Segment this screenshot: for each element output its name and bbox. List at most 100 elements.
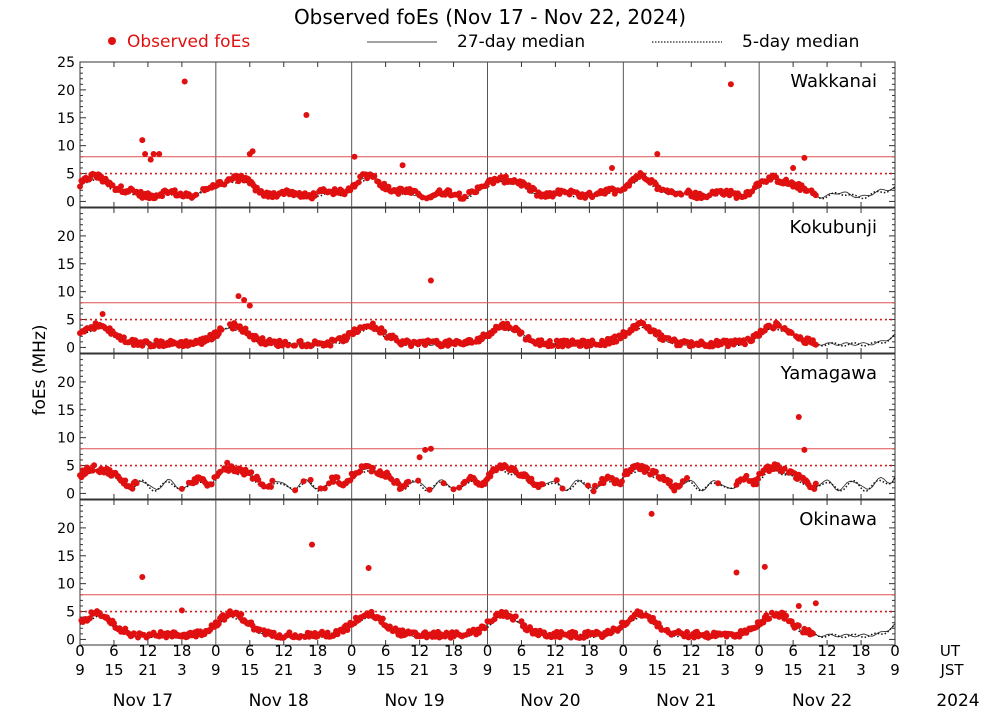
observed-point bbox=[585, 482, 591, 489]
observed-points bbox=[77, 414, 819, 495]
observed-point-outlier bbox=[761, 563, 768, 570]
observed-point bbox=[405, 478, 412, 485]
observed-point bbox=[355, 179, 362, 186]
jst-tick-label: 15 bbox=[784, 661, 803, 679]
observed-point-outlier bbox=[727, 81, 734, 88]
observed-point-outlier bbox=[147, 156, 154, 163]
jst-tick-label: 9 bbox=[347, 661, 357, 679]
observed-point bbox=[812, 192, 819, 199]
observed-point-outlier bbox=[241, 297, 248, 303]
y-tick-label: 5 bbox=[66, 459, 75, 475]
y-tick-label: 10 bbox=[57, 139, 75, 155]
panel-kokubunji: 0 5 10 15 20 Kokubunji bbox=[57, 207, 896, 356]
legend-observed-label: Observed foEs bbox=[127, 32, 250, 52]
y-tick-label: 20 bbox=[57, 521, 75, 537]
observed-point bbox=[193, 479, 199, 486]
ut-tick-label: 18 bbox=[308, 642, 327, 660]
observed-point bbox=[559, 485, 566, 492]
y-tick-label: 0 bbox=[66, 486, 75, 502]
jst-tick-label: 21 bbox=[546, 661, 565, 679]
observed-point bbox=[415, 477, 422, 484]
observed-point bbox=[109, 182, 116, 189]
y-axis-label: foEs (MHz) bbox=[30, 324, 50, 415]
observed-point bbox=[776, 322, 782, 329]
observed-point-outlier bbox=[399, 162, 406, 169]
observed-point bbox=[684, 475, 690, 481]
jst-axis-label: JST bbox=[939, 661, 964, 679]
observed-point bbox=[590, 488, 597, 495]
day-label: Nov 22 bbox=[792, 691, 852, 711]
observed-point bbox=[255, 476, 262, 483]
station-name: Wakkanai bbox=[790, 71, 877, 92]
observed-point-outlier bbox=[422, 446, 429, 453]
ut-tick-label: 18 bbox=[716, 642, 735, 660]
observed-point bbox=[684, 629, 690, 635]
legend: Observed foEs 27-day median 5-day median bbox=[108, 32, 859, 52]
observed-point-outlier bbox=[249, 148, 256, 155]
observed-point bbox=[461, 193, 468, 200]
observed-point bbox=[91, 462, 98, 469]
jst-tick-label: 9 bbox=[75, 661, 85, 679]
observed-point bbox=[218, 326, 225, 333]
observed-point bbox=[644, 465, 651, 472]
day-label: Nov 21 bbox=[656, 691, 716, 711]
observed-point-outlier bbox=[801, 446, 808, 453]
observed-point bbox=[292, 487, 299, 494]
panel-okinawa: 0 5 10 15 20 Okinawa bbox=[57, 499, 896, 648]
observed-point bbox=[753, 624, 760, 631]
ut-tick-label: 12 bbox=[274, 642, 293, 660]
observed-point bbox=[193, 191, 199, 198]
panel-yamagawa: 0 5 10 15 20 Yamagawa bbox=[57, 353, 896, 502]
ut-tick-label: 12 bbox=[818, 642, 837, 660]
observed-point bbox=[268, 483, 274, 490]
observed-point bbox=[811, 486, 818, 492]
observed-point bbox=[238, 611, 245, 618]
legend-27day-label: 27-day median bbox=[457, 32, 585, 52]
observed-point bbox=[260, 483, 267, 490]
observed-point bbox=[613, 338, 620, 345]
observed-point bbox=[556, 634, 563, 641]
ut-tick-label: 18 bbox=[851, 642, 870, 660]
ut-tick-label: 6 bbox=[788, 642, 798, 660]
observed-point bbox=[809, 630, 816, 637]
observed-point-outlier bbox=[790, 165, 797, 171]
jst-tick-label: 15 bbox=[240, 661, 259, 679]
observed-point bbox=[77, 183, 83, 190]
observed-point bbox=[456, 190, 463, 197]
ut-tick-label: 12 bbox=[682, 642, 701, 660]
observed-point bbox=[749, 337, 756, 344]
observed-point bbox=[781, 465, 788, 472]
observed-point-outlier bbox=[178, 607, 185, 614]
observed-point bbox=[178, 485, 185, 492]
ut-tick-label: 18 bbox=[172, 642, 191, 660]
ut-tick-label: 6 bbox=[517, 642, 527, 660]
day-label: Nov 18 bbox=[249, 691, 309, 711]
day-label: Nov 19 bbox=[384, 691, 444, 711]
observed-point bbox=[334, 474, 341, 481]
observed-point bbox=[347, 187, 354, 194]
observed-point-outlier bbox=[795, 414, 802, 420]
observed-point bbox=[379, 615, 386, 622]
y-tick-label: 5 bbox=[66, 605, 75, 621]
observed-point bbox=[743, 629, 750, 636]
observed-point bbox=[111, 620, 117, 627]
ut-tick-label: 0 bbox=[211, 642, 221, 660]
observed-point bbox=[788, 330, 795, 336]
observed-points bbox=[77, 78, 819, 202]
observed-point bbox=[371, 173, 378, 180]
ut-tick-label: 6 bbox=[381, 642, 391, 660]
observed-point-outlier bbox=[365, 565, 372, 571]
observed-point bbox=[248, 469, 255, 476]
y-tick-label: 20 bbox=[57, 83, 75, 99]
ut-tick-label: 6 bbox=[245, 642, 255, 660]
y-tick-label: 15 bbox=[57, 403, 75, 419]
jst-tick-label: 3 bbox=[449, 661, 459, 679]
observed-point-outlier bbox=[648, 510, 655, 517]
observed-point bbox=[446, 187, 453, 194]
observed-point bbox=[381, 180, 388, 187]
ut-tick-label: 0 bbox=[483, 642, 493, 660]
observed-point bbox=[159, 193, 166, 200]
observed-point bbox=[253, 184, 260, 191]
observed-point bbox=[122, 477, 129, 484]
observed-point-outlier bbox=[812, 600, 819, 607]
